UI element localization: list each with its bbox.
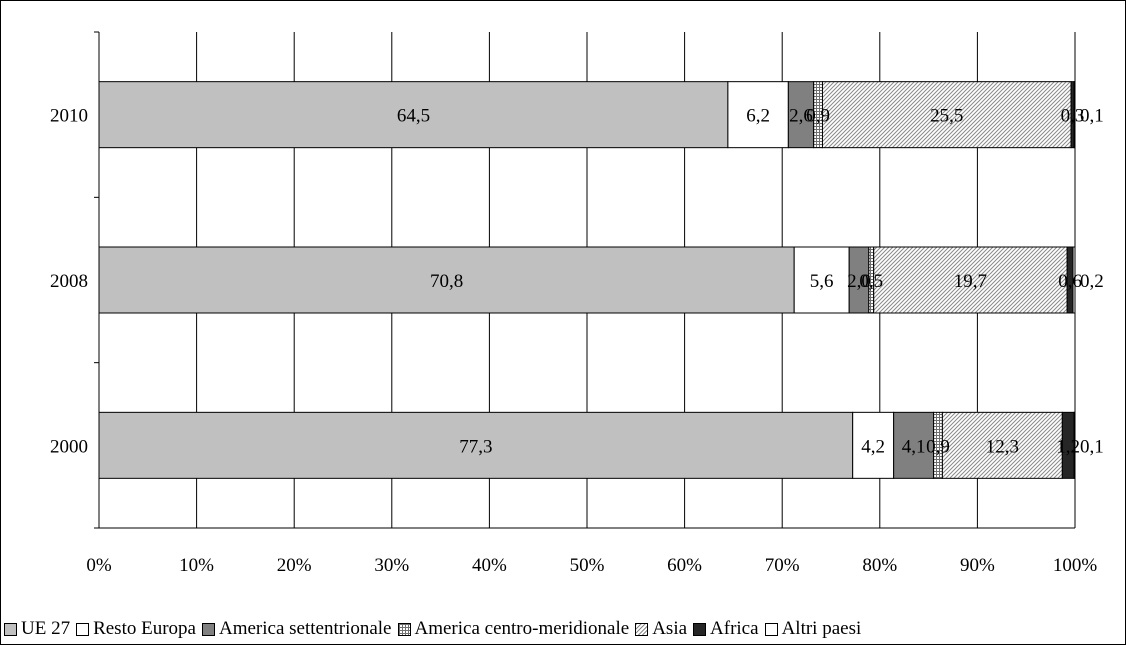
- data-label: 25,5: [930, 106, 963, 127]
- x-tick-label: 0%: [86, 555, 112, 576]
- data-label: 0,3: [1061, 106, 1085, 127]
- data-label: 0,1: [1080, 106, 1104, 127]
- legend-swatch: [397, 622, 411, 636]
- bar-segment: [787, 81, 815, 149]
- x-tick-label: 100%: [1053, 555, 1098, 576]
- bar-segment: [821, 81, 1072, 149]
- legend-swatch: [4, 622, 17, 636]
- data-label: 12,3: [986, 436, 1019, 457]
- data-label: 0,9: [806, 106, 830, 127]
- legend: UE 27 Resto Europa America settentrionale A…: [4, 616, 861, 642]
- data-label: 70,8: [430, 271, 463, 292]
- data-label: 6,2: [746, 106, 770, 127]
- bar-segment: [1072, 246, 1076, 314]
- x-tick-label: 20%: [277, 555, 312, 576]
- data-label: 4,1: [902, 436, 926, 457]
- bar-segment: [893, 411, 935, 479]
- legend-label: America settentrionale: [218, 618, 392, 639]
- legend-item: Resto Europa: [76, 618, 196, 640]
- data-label: 0,9: [926, 436, 950, 457]
- x-tick-label: 30%: [374, 555, 409, 576]
- y-category-label: 2010: [50, 106, 88, 127]
- data-labels: 64,5 6,2 2,60,9 25,5 0,30,170,8 5,6 2,00,5 19,7…: [397, 106, 1104, 458]
- legend-item: America settentrionale: [201, 618, 392, 640]
- legend-label: Asia: [652, 618, 688, 639]
- legend-label: Africa: [710, 618, 759, 639]
- legend-item: Altri paesi: [764, 618, 862, 640]
- x-tick-label: 40%: [472, 555, 507, 576]
- data-label: 0,5: [859, 271, 883, 292]
- data-label: 0,6: [1058, 271, 1082, 292]
- y-category-label: 2008: [50, 271, 88, 292]
- bar-segment: [98, 411, 854, 479]
- x-tick-label: 50%: [570, 555, 605, 576]
- legend-swatch: [201, 622, 215, 636]
- data-label: 0,1: [1080, 436, 1104, 457]
- bar-segment: [941, 411, 1063, 479]
- legend-label: Resto Europa: [93, 618, 196, 639]
- data-label: 19,7: [954, 271, 987, 292]
- data-label: 64,5: [397, 106, 430, 127]
- bar-segment: [1073, 411, 1076, 479]
- x-tick-label: 80%: [862, 555, 897, 576]
- data-label: 4,2: [861, 436, 885, 457]
- legend-item: Asia: [635, 618, 687, 640]
- legend-item: America centro-meridionale: [397, 618, 630, 640]
- bar-segment: [793, 246, 850, 314]
- data-label: 2,6: [789, 106, 813, 127]
- x-tick-label: 10%: [179, 555, 214, 576]
- bar-segment: [98, 81, 729, 149]
- bars: [98, 81, 1076, 479]
- legend-label: Altri paesi: [781, 618, 862, 639]
- data-label: 2,0: [847, 271, 871, 292]
- bar-segment: [727, 81, 789, 149]
- legend-swatch: [764, 622, 778, 636]
- legend-label: America centro-meridionale: [414, 618, 630, 639]
- legend-label: UE 27: [21, 618, 71, 639]
- bar-segment: [852, 411, 895, 479]
- data-label: 5,6: [810, 271, 834, 292]
- data-label: 77,3: [459, 436, 492, 457]
- x-tick-label: 90%: [960, 555, 995, 576]
- y-category-label: 2000: [50, 436, 88, 457]
- bar-segment: [98, 246, 795, 314]
- bar-segment: [1073, 81, 1076, 149]
- x-tick-label: 70%: [765, 555, 800, 576]
- data-label: 0,2: [1080, 271, 1104, 292]
- legend-swatch: [635, 622, 649, 636]
- axes: 0% 10% 20% 30% 40% 50% 60% 70% 80% 90% 100% 2010 200…: [50, 31, 1098, 576]
- legend-item: Africa: [693, 618, 759, 640]
- x-tick-label: 60%: [667, 555, 702, 576]
- data-label: 1,2: [1056, 436, 1080, 457]
- legend-swatch: [693, 622, 707, 636]
- legend-swatch: [76, 622, 90, 636]
- legend-item: UE 27: [4, 618, 70, 640]
